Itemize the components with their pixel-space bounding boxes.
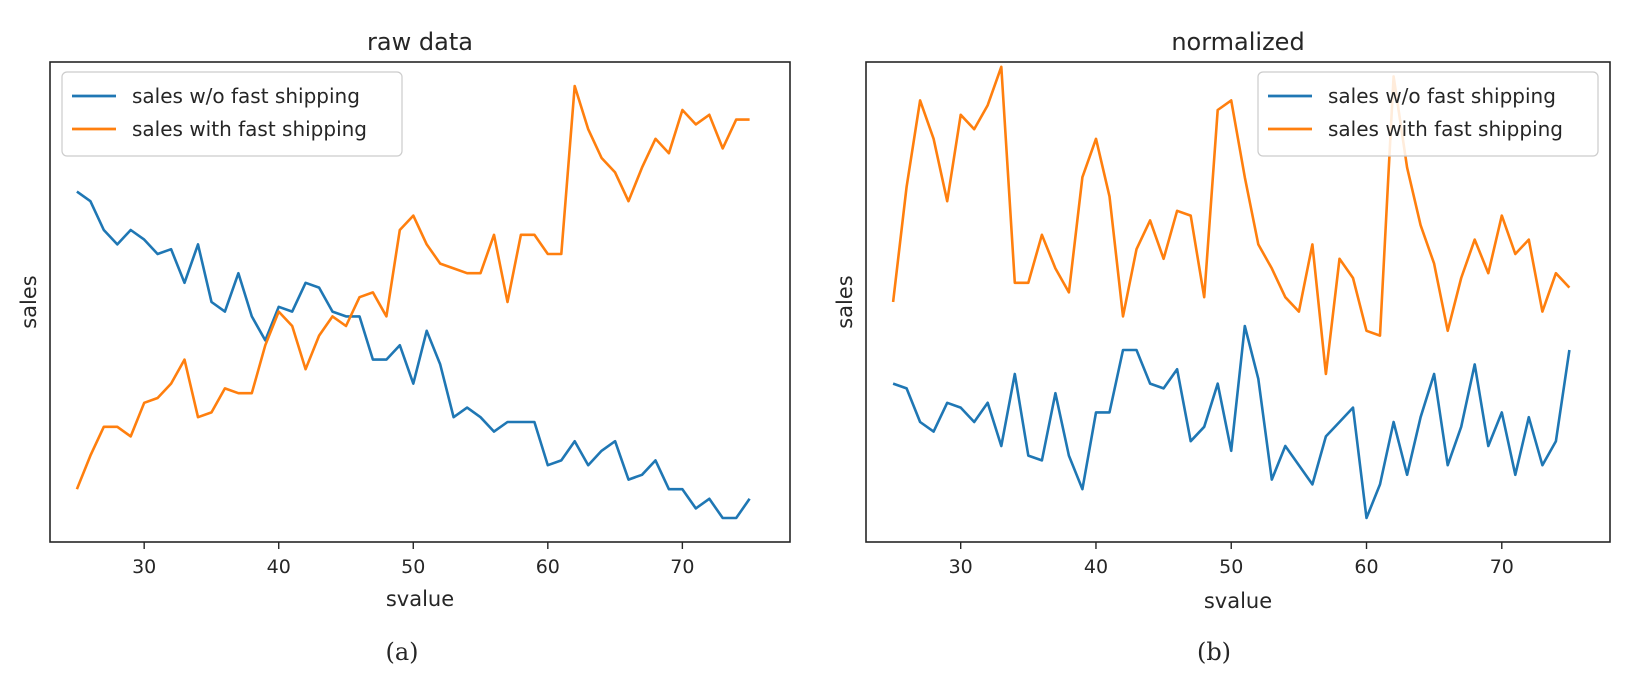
legend-label-2: sales with fast shipping	[132, 117, 367, 141]
x-tick-label: 60	[1354, 556, 1378, 578]
legend: sales w/o fast shipping sales with fast s…	[61, 71, 403, 157]
plot-frame	[865, 61, 1611, 543]
y-axis-label: sales	[17, 275, 41, 329]
legend-label-1: sales w/o fast shipping	[1328, 84, 1556, 108]
series-line-1	[892, 324, 1571, 520]
y-axis-label: sales	[833, 275, 857, 329]
x-tick-label: 50	[401, 556, 425, 578]
x-tick-label: 70	[670, 556, 694, 578]
x-tick-label: 70	[1490, 556, 1514, 578]
legend-box	[1257, 71, 1599, 157]
x-tick-label: 30	[949, 556, 973, 578]
x-axis-label: svalue	[1204, 589, 1272, 613]
legend-label-1: sales w/o fast shipping	[132, 84, 360, 108]
x-tick-label: 30	[132, 556, 156, 578]
series-line-2	[75, 84, 750, 490]
legend-label-2: sales with fast shipping	[1328, 117, 1563, 141]
chart-title: normalized	[1171, 28, 1304, 56]
x-axis-label: svalue	[386, 587, 454, 611]
plot-frame	[49, 61, 791, 543]
legend-box	[61, 71, 403, 157]
x-tick-label: 50	[1219, 556, 1243, 578]
subfigure-caption: (a)	[385, 638, 418, 666]
legend: sales w/o fast shipping sales with fast s…	[1257, 71, 1599, 157]
x-tick-label: 60	[536, 556, 560, 578]
chart-1: raw data 30 40 50 60 70 svalue sales sales w/o f…	[17, 28, 791, 666]
chart-title: raw data	[367, 28, 473, 56]
series-line-2	[891, 65, 1571, 376]
x-tick-label: 40	[1084, 556, 1108, 578]
chart-2: normalized 30 40 50 60 70 svalue sales sales w/o…	[833, 28, 1611, 666]
subfigure-caption: (b)	[1197, 638, 1231, 666]
x-tick-label: 40	[267, 556, 291, 578]
series-line-1	[76, 190, 751, 520]
